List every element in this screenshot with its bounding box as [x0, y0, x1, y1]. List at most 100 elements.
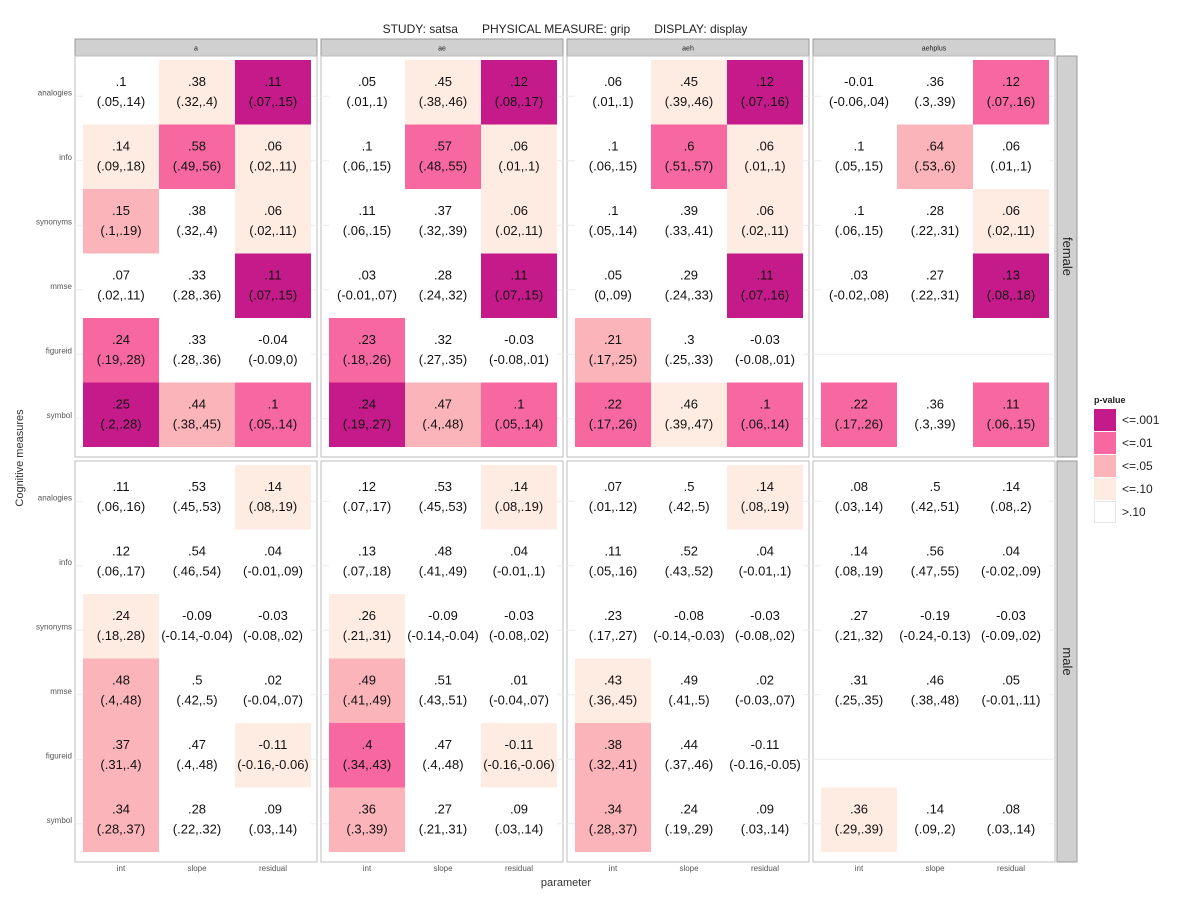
cell-interval: (.51,.57) [665, 159, 713, 174]
cell-estimate: .28 [926, 203, 944, 218]
title-measure: PHYSICAL MEASURE: grip [481, 22, 631, 36]
heatmap-cell [575, 60, 651, 125]
cell-estimate: .08 [850, 479, 868, 494]
heatmap-cell [897, 189, 973, 254]
cell-estimate: .37 [434, 203, 452, 218]
cell-interval: (-0.14,-0.03) [653, 628, 725, 643]
cell-estimate: .07 [112, 268, 130, 283]
heatmap-cell [83, 465, 159, 530]
legend-label: >.10 [1122, 504, 1146, 519]
facet-label-male: male [1060, 647, 1075, 675]
cell-estimate: .36 [850, 802, 868, 817]
cell-interval: (.41,.49) [419, 564, 467, 579]
cell-interval: (.42,.5) [176, 693, 217, 708]
cell-interval: (.05,.14) [495, 417, 543, 432]
heatmap-cell [897, 787, 973, 852]
cell-estimate: .02 [264, 673, 282, 688]
heatmap-cell [651, 723, 727, 788]
cell-estimate: .11 [510, 268, 527, 283]
cell-estimate: .32 [434, 332, 452, 347]
cell-interval: (-0.01,.09) [243, 564, 303, 579]
chart-title: STUDY: satsa PHYSICAL MEASURE: grip DISPLA… [0, 22, 1130, 36]
cell-estimate: .37 [112, 737, 130, 752]
cell-estimate: .1 [608, 139, 619, 154]
cell-estimate: .09 [510, 802, 528, 817]
heatmap-cell [329, 253, 405, 318]
cell-interval: (.06,.15) [589, 159, 637, 174]
cell-interval: (.22,.31) [911, 288, 959, 303]
cell-estimate: -0.03 [996, 608, 1026, 623]
cell-estimate: .36 [358, 802, 376, 817]
cell-interval: (.19,.27) [343, 417, 391, 432]
cell-interval: (.32,.41) [589, 757, 637, 772]
cell-estimate: .04 [756, 544, 774, 559]
heatmap-cell [727, 60, 803, 125]
heatmap-cell [329, 529, 405, 594]
cell-estimate: .1 [268, 397, 279, 412]
cell-estimate: .06 [264, 139, 282, 154]
x-tick-label: residual [751, 864, 779, 873]
cell-estimate: .22 [604, 397, 622, 412]
cell-estimate: .36 [926, 74, 944, 89]
heatmap-cell [481, 465, 557, 530]
cell-interval: (.39,.46) [665, 94, 713, 109]
cell-estimate: .1 [362, 139, 373, 154]
cell-interval: (.24,.32) [419, 288, 467, 303]
cell-interval: (.07,.18) [343, 564, 391, 579]
heatmap-cell [575, 124, 651, 189]
heatmap-cell [973, 658, 1049, 723]
heatmap-cell [83, 253, 159, 318]
heatmap-cell [405, 60, 481, 125]
cell-estimate: .13 [358, 544, 376, 559]
facet-label-ae: ae [438, 46, 446, 53]
cell-interval: (.03,.14) [987, 822, 1035, 837]
heatmap-cell [481, 60, 557, 125]
cell-estimate: .23 [604, 608, 622, 623]
cell-estimate: .06 [1002, 203, 1020, 218]
cell-interval: (.27,.35) [419, 352, 467, 367]
cell-estimate: .45 [680, 74, 698, 89]
cell-interval: (.4,.48) [422, 757, 463, 772]
cell-estimate: .25 [112, 397, 130, 412]
cell-estimate: .14 [850, 544, 868, 559]
x-tick-label: residual [259, 864, 287, 873]
cell-interval: (-0.24,-0.13) [899, 628, 971, 643]
heatmap-cell [897, 658, 973, 723]
heatmap-cell [159, 60, 235, 125]
cell-estimate: .12 [510, 74, 528, 89]
y-tick-label: synonyms [36, 622, 72, 631]
facet-strip-male [1056, 460, 1078, 863]
cell-estimate: .21 [604, 332, 622, 347]
y-tick-label: analogies [38, 493, 72, 502]
heatmap-cell [405, 529, 481, 594]
cell-estimate: .12 [1002, 74, 1020, 89]
cell-interval: (.21,.31) [343, 628, 391, 643]
cell-estimate: .12 [358, 479, 376, 494]
heatmap-cell [159, 723, 235, 788]
cell-interval: (-0.14,-0.04) [161, 628, 233, 643]
cell-interval: (.33,.41) [665, 223, 713, 238]
cell-interval: (.07,.16) [741, 288, 789, 303]
heatmap-cell [235, 787, 311, 852]
heatmap-cell [235, 723, 311, 788]
heatmap-cell [83, 529, 159, 594]
cell-estimate: .24 [112, 608, 130, 623]
cell-interval: (.08,.19) [741, 499, 789, 514]
y-tick-label: info [59, 153, 72, 162]
heatmap-cell [897, 60, 973, 125]
y-tick-label: symbol [47, 411, 73, 420]
heatmap-cell [651, 60, 727, 125]
cell-interval: (-0.01,.1) [493, 564, 546, 579]
heatmap-cell [159, 124, 235, 189]
cell-interval: (.41,.49) [343, 693, 391, 708]
cell-interval: (.43,.51) [419, 693, 467, 708]
cell-estimate: .1 [116, 74, 127, 89]
cell-interval: (.32,.4) [176, 94, 217, 109]
heatmap-cell [235, 382, 311, 447]
cell-estimate: .34 [604, 802, 622, 817]
heatmap-cell [651, 318, 727, 383]
cell-interval: (.45,.53) [173, 499, 221, 514]
cell-interval: (.46,.54) [173, 564, 221, 579]
cell-interval: (.18,.28) [97, 628, 145, 643]
cell-estimate: -0.03 [750, 608, 780, 623]
